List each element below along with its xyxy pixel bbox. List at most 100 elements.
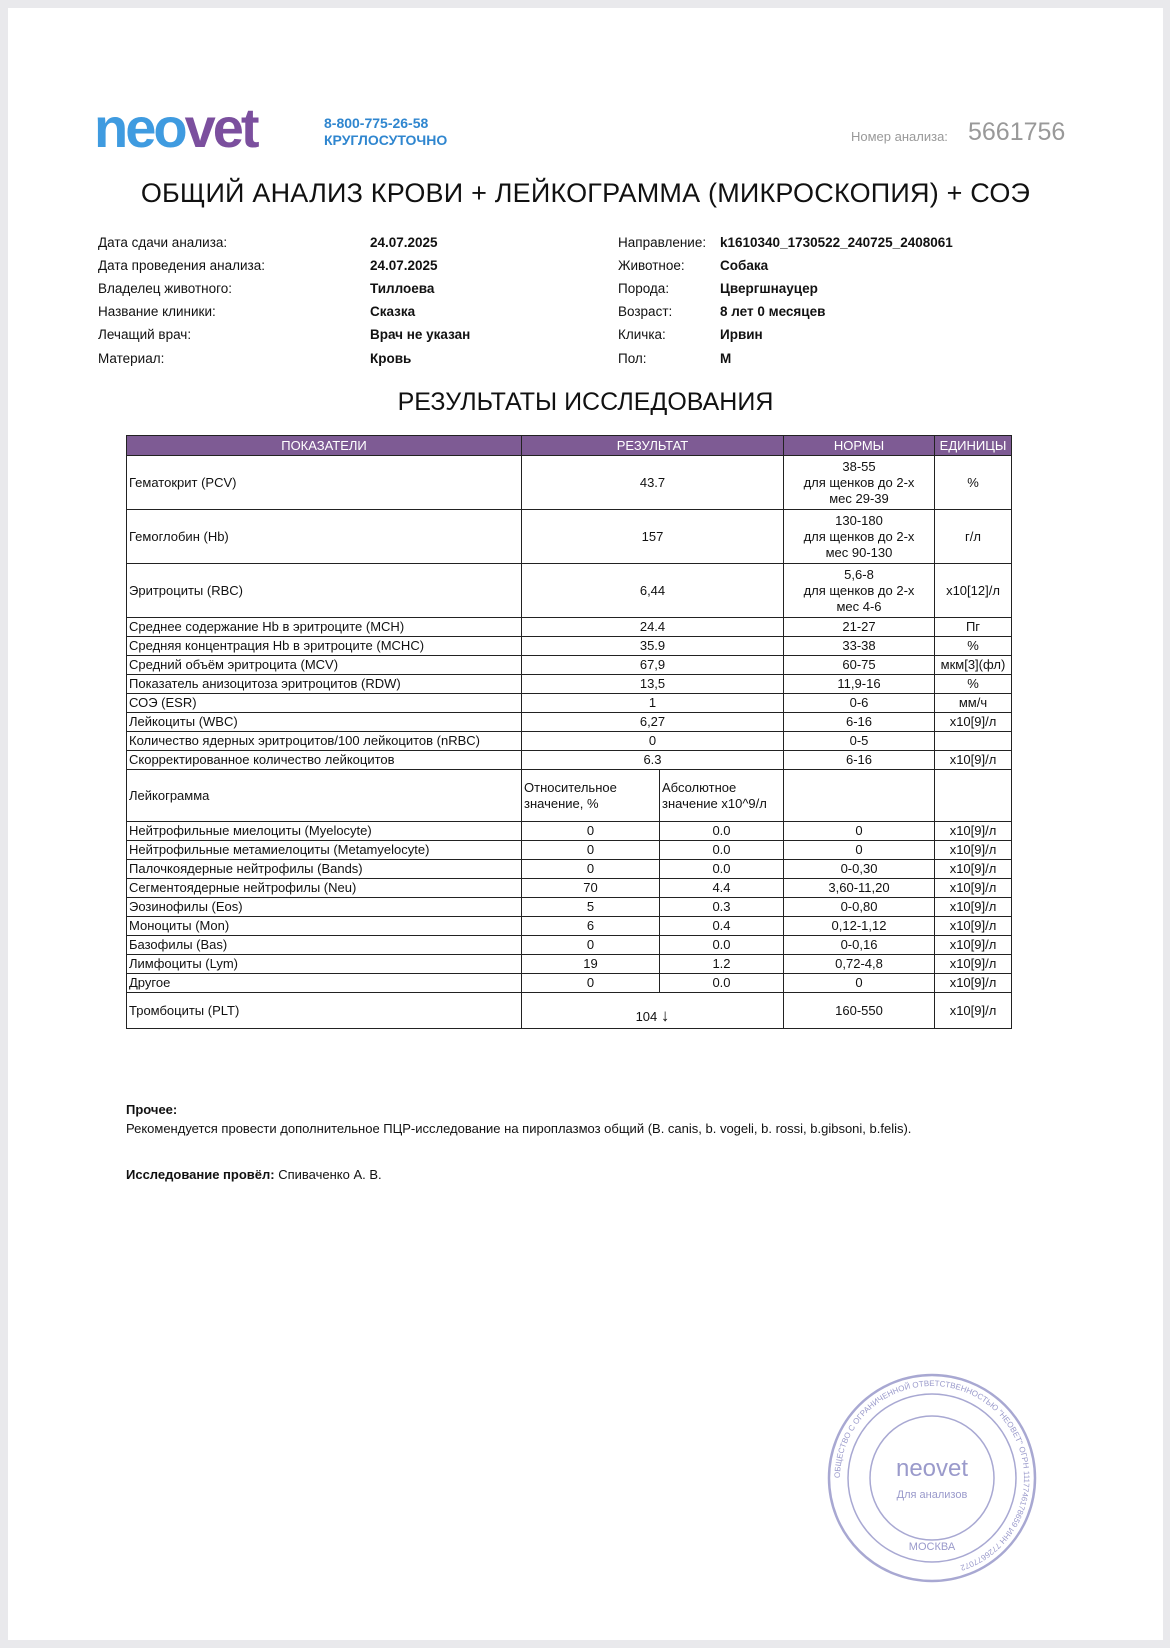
- result-value: 0: [521, 731, 784, 751]
- norm-line: мес 90-130: [825, 544, 893, 560]
- unit-value: x10[9]/л: [934, 916, 1012, 936]
- table-row: Базофилы (Bas) 0 0.0 0-0,16 x10[9]/л: [126, 935, 1012, 955]
- info-value: 8 лет 0 месяцев: [720, 304, 826, 319]
- table-row: СОЭ (ESR) 1 0-6 мм/ч: [126, 693, 1012, 713]
- info-label: Порода:: [618, 281, 670, 296]
- unit-value: x10[9]/л: [934, 935, 1012, 955]
- absolute-value: 0.0: [659, 859, 784, 879]
- info-value: Собака: [720, 258, 769, 273]
- stamp-logo: neovet: [896, 1455, 968, 1482]
- norm-value: 0: [783, 821, 935, 841]
- other-label: Прочее:: [126, 1102, 178, 1117]
- norm-value: [783, 769, 935, 822]
- table-row: Эритроциты (RBC) 6,44 5,6-8 для щенков до 2…: [126, 563, 1012, 618]
- table-row: Нейтрофильные миелоциты (Myelocyte) 0 0.0 0…: [126, 821, 1012, 841]
- info-label: Возраст:: [618, 304, 673, 319]
- document-page: neovet 8-800-775-26-58 КРУГЛОСУТОЧНО Ном…: [8, 8, 1163, 1640]
- norm-value: 0: [783, 840, 935, 860]
- table-row: Моноциты (Mon) 6 0.4 0,12-1,12 x10[9]/л: [126, 916, 1012, 936]
- result-value: 104 ↓: [521, 992, 784, 1029]
- unit-value: x10[9]/л: [934, 859, 1012, 879]
- param-name: Моноциты (Mon): [126, 916, 522, 936]
- unit-value: x10[12]/л: [934, 563, 1012, 618]
- info-label: Владелец животного:: [98, 281, 233, 296]
- logo-part: vet: [184, 96, 260, 159]
- info-label: Название клиники:: [98, 304, 216, 319]
- table-row: Показатель анизоцитоза эритроцитов (RDW)…: [126, 674, 1012, 694]
- relative-value: 0: [521, 840, 660, 860]
- clinic-stamp: ОБЩЕСТВО С ОГРАНИЧЕННОЙ ОТВЕТСТВЕННОСТЬЮ…: [827, 1373, 1037, 1583]
- relative-value: 0: [521, 935, 660, 955]
- table-row: Тромбоциты (PLT) 104 ↓ 160-550 x10[9]/л: [126, 992, 1012, 1029]
- param-name: Средняя концентрация Hb в эритроците (MC…: [126, 636, 522, 656]
- param-name: Лейкоциты (WBC): [126, 712, 522, 732]
- relative-value: 5: [521, 897, 660, 917]
- norm-value: 0,12-1,12: [783, 916, 935, 936]
- unit-value: мм/ч: [934, 693, 1012, 713]
- param-name: Нейтрофильные миелоциты (Myelocyte): [126, 821, 522, 841]
- relative-value: 19: [521, 954, 660, 974]
- norm-value: 6-16: [783, 712, 935, 732]
- param-name: СОЭ (ESR): [126, 693, 522, 713]
- norm-value: 0-0,30: [783, 859, 935, 879]
- param-name: Нейтрофильные метамиелоциты (Metamyelocy…: [126, 840, 522, 860]
- table-row: Палочкоядерные нейтрофилы (Bands) 0 0.0 0-0…: [126, 859, 1012, 879]
- norm-value: 0,72-4,8: [783, 954, 935, 974]
- unit-value: [934, 769, 1012, 822]
- param-name: Гематокрит (PCV): [126, 455, 522, 510]
- result-value: 6,44: [521, 563, 784, 618]
- info-label: Дата проведения анализа:: [98, 258, 265, 273]
- analysis-number-label: Номер анализа:: [851, 129, 948, 144]
- table-row: Гемоглобин (Hb) 157 130-180 для щенков до 2…: [126, 509, 1012, 564]
- param-name: Палочкоядерные нейтрофилы (Bands): [126, 859, 522, 879]
- unit-value: x10[9]/л: [934, 973, 1012, 993]
- param-name: Базофилы (Bas): [126, 935, 522, 955]
- signed-by: Исследование провёл: Спиваченко А. В.: [126, 1167, 382, 1182]
- norm-value: 0-0,80: [783, 897, 935, 917]
- norm-value: 6-16: [783, 750, 935, 770]
- unit-value: x10[9]/л: [934, 878, 1012, 898]
- norm-line: для щенков до 2-х: [803, 474, 915, 490]
- logo-part: neo: [94, 96, 188, 159]
- stamp-city: МОСКВА: [909, 1541, 956, 1553]
- param-name: Эозинофилы (Eos): [126, 897, 522, 917]
- absolute-value: 0.3: [659, 897, 784, 917]
- norm-line: мес 4-6: [836, 598, 882, 614]
- relative-value: 70: [521, 878, 660, 898]
- phone-number: 8-800-775-26-58: [324, 115, 429, 131]
- table-row: Нейтрофильные метамиелоциты (Metamyelocy…: [126, 840, 1012, 860]
- unit-value: x10[9]/л: [934, 897, 1012, 917]
- param-name: Другое: [126, 973, 522, 993]
- absolute-value: 0.0: [659, 821, 784, 841]
- result-value: 6.3: [521, 750, 784, 770]
- info-value: 24.07.2025: [370, 258, 438, 273]
- phone-note: КРУГЛОСУТОЧНО: [324, 132, 448, 148]
- unit-value: x10[9]/л: [934, 992, 1012, 1029]
- unit-value: x10[9]/л: [934, 840, 1012, 860]
- table-row: Скорректированное количество лейкоцитов 6…: [126, 750, 1012, 770]
- result-value-text: 104: [635, 1009, 658, 1024]
- absolute-value: Абсолютное значение x10^9/л: [659, 769, 784, 822]
- info-value: Кровь: [370, 351, 412, 366]
- norm-value: 21-27: [783, 617, 935, 637]
- norm-value: 130-180 для щенков до 2-х мес 90-130: [783, 509, 935, 564]
- table-row: Лейкограмма Относительное значение, % Абсо…: [126, 769, 1012, 822]
- absolute-value: 4.4: [659, 878, 784, 898]
- result-value: 35.9: [521, 636, 784, 656]
- relative-value: 0: [521, 973, 660, 993]
- unit-value: x10[9]/л: [934, 750, 1012, 770]
- norm-value: 60-75: [783, 655, 935, 675]
- info-value: Тиллоева: [370, 281, 435, 296]
- param-name: Скорректированное количество лейкоцитов: [126, 750, 522, 770]
- unit-value: %: [934, 636, 1012, 656]
- table-row: Среднее содержание Hb в эритроците (MCH)…: [126, 617, 1012, 637]
- col-header: РЕЗУЛЬТАТ: [521, 435, 784, 456]
- relative-value: 6: [521, 916, 660, 936]
- neovet-logo: neovet: [94, 100, 259, 156]
- unit-value: x10[9]/л: [934, 954, 1012, 974]
- norm-value: 0-5: [783, 731, 935, 751]
- col-header: ПОКАЗАТЕЛИ: [126, 435, 522, 456]
- table-row: Средний объём эритроцита (MCV) 67,9 60-75 м…: [126, 655, 1012, 675]
- norm-line: 130-180: [835, 512, 883, 528]
- norm-value: 38-55 для щенков до 2-х мес 29-39: [783, 455, 935, 510]
